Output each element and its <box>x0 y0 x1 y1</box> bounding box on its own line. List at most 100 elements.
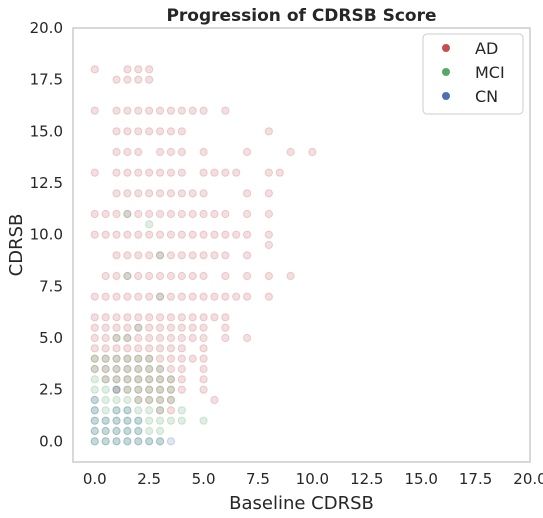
data-point <box>199 416 208 425</box>
data-point <box>155 375 165 384</box>
data-point <box>199 271 208 281</box>
data-point <box>145 385 154 394</box>
data-point <box>101 416 110 425</box>
data-point <box>155 406 165 415</box>
data-point <box>90 323 99 332</box>
data-point <box>134 354 143 363</box>
data-point <box>177 406 186 415</box>
x-tick-label: 17.5 <box>459 470 492 488</box>
legend-label: CN <box>475 87 498 106</box>
data-point <box>123 271 132 281</box>
data-point <box>177 313 186 322</box>
data-point <box>90 426 99 436</box>
data-point <box>166 230 176 239</box>
data-point <box>221 230 230 239</box>
data-point <box>155 375 165 384</box>
data-point <box>90 333 99 343</box>
data-point <box>221 323 230 332</box>
x-tick-label: 2.5 <box>137 470 161 488</box>
data-point <box>101 292 110 301</box>
data-point <box>199 230 208 239</box>
data-point <box>155 106 165 115</box>
series-ad <box>90 65 317 415</box>
y-tick-label: 7.5 <box>39 277 63 295</box>
data-point <box>101 426 110 436</box>
data-point <box>112 364 121 374</box>
data-point <box>123 354 132 363</box>
data-point <box>188 323 197 332</box>
data-point <box>145 437 154 446</box>
legend-marker <box>442 68 450 76</box>
data-point <box>123 406 132 415</box>
data-point <box>112 251 121 260</box>
data-point <box>221 333 230 343</box>
series-mci <box>90 209 208 446</box>
data-point <box>221 106 230 115</box>
data-point <box>134 437 143 446</box>
data-point <box>123 364 132 374</box>
data-point <box>155 364 165 374</box>
data-point <box>101 313 110 322</box>
data-point <box>134 416 143 425</box>
data-point <box>286 147 295 157</box>
data-point <box>123 230 132 239</box>
data-point <box>123 375 132 384</box>
x-tick-label: 10.0 <box>296 470 329 488</box>
data-point <box>101 426 110 436</box>
data-point <box>101 333 110 343</box>
data-point <box>155 354 165 363</box>
data-point <box>134 416 143 425</box>
data-point <box>134 106 143 115</box>
data-point <box>112 292 121 301</box>
data-point <box>123 437 132 446</box>
data-point <box>134 395 143 405</box>
data-point <box>199 251 208 260</box>
data-point <box>155 406 165 415</box>
data-point <box>112 426 121 436</box>
data-point <box>123 385 132 394</box>
data-point <box>155 147 165 157</box>
data-point <box>112 395 121 405</box>
data-point <box>145 209 154 219</box>
data-point <box>101 354 110 363</box>
data-point <box>134 271 143 281</box>
data-point <box>145 189 154 198</box>
data-point <box>188 209 197 219</box>
data-point <box>112 323 121 332</box>
data-point <box>177 209 186 219</box>
data-point <box>155 395 165 405</box>
data-point <box>177 106 186 115</box>
data-point <box>123 209 132 219</box>
data-point <box>112 385 121 394</box>
data-point <box>221 209 230 219</box>
data-point <box>112 168 121 177</box>
data-point <box>101 364 110 374</box>
y-tick-label: 0.0 <box>39 432 63 450</box>
data-point <box>177 168 186 177</box>
data-point <box>177 364 186 374</box>
data-point <box>264 271 273 281</box>
data-point <box>188 230 197 239</box>
data-point <box>166 106 176 115</box>
data-point <box>221 168 230 177</box>
data-point <box>166 127 176 136</box>
data-point <box>134 426 143 436</box>
data-point <box>134 75 143 84</box>
data-point <box>264 230 273 239</box>
data-point <box>101 209 110 219</box>
data-point <box>145 313 154 322</box>
data-point <box>123 209 132 219</box>
data-point <box>101 395 110 405</box>
data-point <box>166 313 176 322</box>
data-point <box>90 364 99 374</box>
data-point <box>221 292 230 301</box>
data-point <box>166 406 176 415</box>
data-point <box>90 292 99 301</box>
x-tick-label: 5.0 <box>192 470 216 488</box>
data-point <box>123 416 132 425</box>
data-point <box>145 65 154 74</box>
x-axis-ticks: 0.0 2.5 5.0 7.5 10.0 12.5 15.0 17.5 20.0 <box>83 470 543 488</box>
data-point <box>145 271 154 281</box>
data-point <box>166 385 176 394</box>
data-point <box>134 385 143 394</box>
